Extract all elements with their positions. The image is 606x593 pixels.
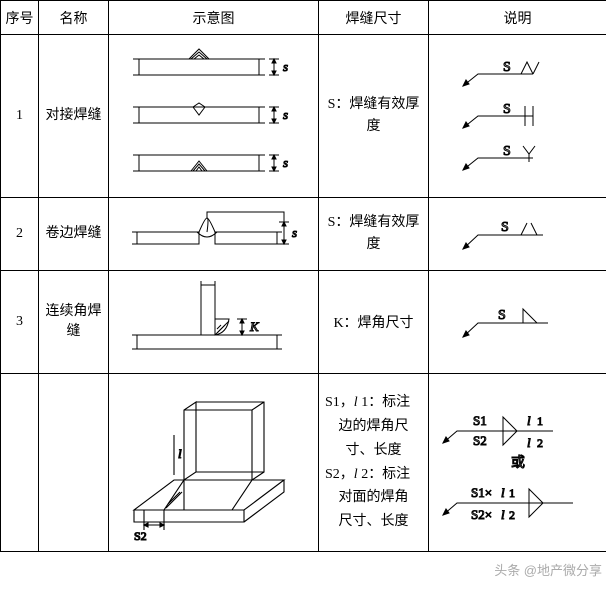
cell-idx bbox=[1, 374, 39, 552]
svg-text:l: l bbox=[501, 485, 505, 500]
table-row: 2 卷边焊缝 s bbox=[1, 198, 606, 271]
cell-idx: 1 bbox=[1, 35, 39, 198]
weld-symbol-fillet: S bbox=[443, 297, 593, 347]
cell-dim: S1，l 1：标注 边的焊角尺 寸、长度 S2，l 2：标注 对面的焊角 尺寸、… bbox=[319, 374, 429, 552]
weld-symbol-double-fillet: S1 S2 l 1 l 2 或 bbox=[433, 393, 603, 533]
svg-text:S2×: S2× bbox=[471, 507, 492, 522]
cell-note: S bbox=[429, 198, 606, 271]
svg-text:s: s bbox=[283, 155, 288, 170]
cell-name: 对接焊缝 bbox=[39, 35, 109, 198]
hdr-note: 说明 bbox=[429, 1, 606, 35]
cell-dim: K：焊角尺寸 bbox=[319, 271, 429, 374]
svg-text:l: l bbox=[501, 507, 505, 522]
svg-text:S1: S1 bbox=[473, 413, 487, 428]
cell-diagram: S2 l bbox=[109, 374, 319, 552]
or-label: 或 bbox=[511, 455, 525, 471]
cell-note: S bbox=[429, 271, 606, 374]
table-row: 1 对接焊缝 s bbox=[1, 35, 606, 198]
svg-text:l: l bbox=[527, 435, 531, 450]
svg-text:S: S bbox=[503, 102, 511, 117]
hdr-dim: 焊缝尺寸 bbox=[319, 1, 429, 35]
header-row: 序号 名称 示意图 焊缝尺寸 说明 bbox=[1, 1, 606, 35]
cell-diagram: s bbox=[109, 198, 319, 271]
table-row: S2 l S1，l 1：标注 边的焊角尺 寸、长度 S2，l 2：标注 对面的焊… bbox=[1, 374, 606, 552]
edge-weld-diagram: s bbox=[119, 204, 309, 264]
svg-text:S: S bbox=[501, 220, 509, 235]
double-fillet-iso-diagram: S2 l bbox=[114, 380, 314, 545]
svg-text:1: 1 bbox=[509, 486, 515, 500]
svg-text:S1×: S1× bbox=[471, 485, 492, 500]
butt-weld-diagram: s s bbox=[119, 41, 309, 191]
svg-text:S: S bbox=[503, 144, 511, 159]
weld-symbol-v: S S bbox=[443, 46, 593, 186]
svg-text:2: 2 bbox=[537, 436, 543, 450]
weld-symbol-edge: S bbox=[443, 209, 593, 259]
cell-dim: S：焊缝有效厚度 bbox=[319, 35, 429, 198]
svg-text:l: l bbox=[178, 446, 182, 461]
hdr-name: 名称 bbox=[39, 1, 109, 35]
cell-note: S1 S2 l 1 l 2 或 bbox=[429, 374, 606, 552]
svg-text:S2: S2 bbox=[134, 529, 147, 543]
svg-text:K: K bbox=[249, 319, 260, 334]
cell-name: 卷边焊缝 bbox=[39, 198, 109, 271]
hdr-diagram: 示意图 bbox=[109, 1, 319, 35]
svg-text:l: l bbox=[527, 413, 531, 428]
cell-name: 连续角焊缝 bbox=[39, 271, 109, 374]
svg-text:1: 1 bbox=[537, 414, 543, 428]
cell-note: S S bbox=[429, 35, 606, 198]
cell-dim: S：焊缝有效厚度 bbox=[319, 198, 429, 271]
weld-table: 序号 名称 示意图 焊缝尺寸 说明 1 对接焊缝 bbox=[0, 0, 606, 552]
svg-text:s: s bbox=[292, 225, 297, 240]
svg-text:S: S bbox=[503, 60, 511, 75]
cell-diagram: s s bbox=[109, 35, 319, 198]
svg-text:s: s bbox=[283, 107, 288, 122]
fillet-weld-diagram: K bbox=[119, 277, 309, 367]
cell-idx: 2 bbox=[1, 198, 39, 271]
cell-diagram: K bbox=[109, 271, 319, 374]
table-row: 3 连续角焊缝 bbox=[1, 271, 606, 374]
hdr-index: 序号 bbox=[1, 1, 39, 35]
watermark: 头条 @地产微分享 bbox=[494, 560, 602, 579]
svg-text:S: S bbox=[498, 308, 506, 323]
svg-text:2: 2 bbox=[509, 508, 515, 522]
cell-name bbox=[39, 374, 109, 552]
cell-idx: 3 bbox=[1, 271, 39, 374]
svg-text:s: s bbox=[283, 59, 288, 74]
svg-text:S2: S2 bbox=[473, 433, 487, 448]
